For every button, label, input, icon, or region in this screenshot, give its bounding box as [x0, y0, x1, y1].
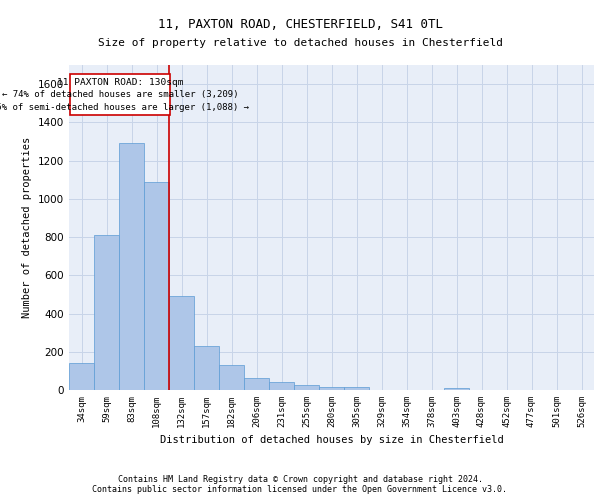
Bar	[219, 365, 244, 390]
X-axis label: Distribution of detached houses by size in Chesterfield: Distribution of detached houses by size …	[160, 436, 503, 446]
Bar	[69, 363, 94, 390]
Text: 25% of semi-detached houses are larger (1,088) →: 25% of semi-detached houses are larger (…	[0, 103, 249, 112]
Bar	[144, 182, 169, 390]
Text: Contains public sector information licensed under the Open Government Licence v3: Contains public sector information licen…	[92, 485, 508, 494]
Bar	[294, 384, 319, 390]
Bar	[119, 144, 144, 390]
Text: ← 74% of detached houses are smaller (3,209): ← 74% of detached houses are smaller (3,…	[2, 90, 239, 100]
Text: 11 PAXTON ROAD: 130sqm: 11 PAXTON ROAD: 130sqm	[57, 78, 184, 87]
Bar	[344, 387, 369, 390]
Bar	[169, 296, 194, 390]
Text: 11, PAXTON ROAD, CHESTERFIELD, S41 0TL: 11, PAXTON ROAD, CHESTERFIELD, S41 0TL	[157, 18, 443, 30]
Text: Size of property relative to detached houses in Chesterfield: Size of property relative to detached ho…	[97, 38, 503, 48]
Bar	[244, 378, 269, 390]
Bar	[444, 388, 469, 390]
Bar	[194, 346, 219, 390]
Bar	[94, 235, 119, 390]
Bar	[319, 386, 344, 390]
Text: Contains HM Land Registry data © Crown copyright and database right 2024.: Contains HM Land Registry data © Crown c…	[118, 475, 482, 484]
FancyBboxPatch shape	[70, 74, 170, 114]
Bar	[269, 382, 294, 390]
Y-axis label: Number of detached properties: Number of detached properties	[22, 137, 32, 318]
